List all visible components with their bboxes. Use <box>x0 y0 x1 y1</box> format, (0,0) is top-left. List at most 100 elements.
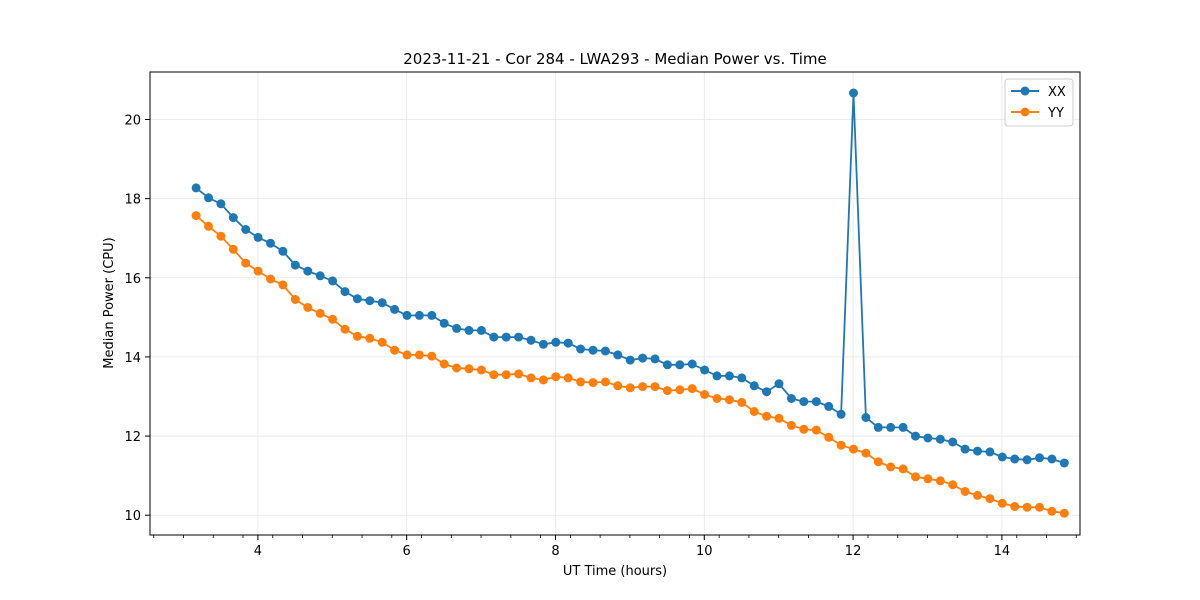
data-point-xx <box>849 88 858 98</box>
data-point-xx <box>501 332 511 342</box>
legend-marker-yy <box>1020 107 1030 117</box>
data-point-yy <box>377 337 387 347</box>
data-point-yy <box>662 386 672 396</box>
data-point-yy <box>402 350 412 360</box>
data-point-yy <box>935 476 945 486</box>
data-point-yy <box>352 331 362 341</box>
data-point-xx <box>278 246 288 256</box>
data-point-yy <box>526 373 536 383</box>
data-point-yy <box>538 375 548 385</box>
data-point-yy <box>204 221 213 231</box>
data-point-yy <box>811 425 821 435</box>
axis-layer: 4 6 8 10 12 14 10 12 14 16 18 20 <box>124 113 1077 559</box>
data-point-yy <box>849 444 858 454</box>
data-point-yy <box>799 424 809 434</box>
data-point-xx <box>873 422 883 432</box>
data-point-xx <box>204 193 213 203</box>
data-point-yy <box>340 324 350 334</box>
x-tick-label: 14 <box>994 544 1011 559</box>
data-point-yy <box>241 258 251 268</box>
data-point-xx <box>191 183 201 193</box>
data-point-xx <box>340 287 350 297</box>
data-point-yy <box>489 370 499 380</box>
data-point-xx <box>1022 455 1032 465</box>
data-point-yy <box>216 231 226 241</box>
data-point-xx <box>328 276 338 286</box>
data-point-yy <box>588 378 598 388</box>
legend-label-xx: XX <box>1048 85 1066 100</box>
data-point-yy <box>1010 502 1020 511</box>
y-tick-label: 20 <box>124 113 141 128</box>
plot-frame <box>149 71 1081 536</box>
data-point-xx <box>538 339 548 349</box>
data-point-xx <box>898 422 908 432</box>
data-point-yy <box>452 363 462 373</box>
data-point-xx <box>799 397 809 407</box>
data-point-xx <box>228 213 238 223</box>
data-point-xx <box>1010 454 1020 464</box>
data-point-yy <box>650 382 660 392</box>
data-point-yy <box>476 365 486 375</box>
data-point-yy <box>960 487 970 496</box>
data-point-yy <box>563 373 573 383</box>
data-point-xx <box>315 271 325 281</box>
data-point-xx <box>911 431 920 441</box>
data-point-xx <box>489 332 499 342</box>
y-tick-label: 14 <box>124 351 141 366</box>
x-tick-label: 6 <box>403 544 411 559</box>
data-point-xx <box>600 346 610 356</box>
series-layer <box>191 88 1069 518</box>
data-point-xx <box>476 325 486 335</box>
data-point-yy <box>501 370 511 380</box>
data-point-xx <box>923 433 933 443</box>
data-point-xx <box>948 437 958 447</box>
data-point-xx <box>365 296 375 306</box>
data-point-xx <box>588 345 598 355</box>
data-point-yy <box>390 345 400 355</box>
data-point-yy <box>253 266 263 276</box>
data-point-xx <box>861 413 871 422</box>
x-tick-label: 8 <box>551 544 559 559</box>
data-point-xx <box>774 379 784 389</box>
data-point-xx <box>414 310 424 320</box>
data-point-xx <box>985 447 995 457</box>
data-point-yy <box>861 448 871 458</box>
data-point-xx <box>749 381 759 391</box>
data-point-xx <box>452 323 462 333</box>
data-point-yy <box>303 303 313 312</box>
data-point-yy <box>923 474 933 484</box>
data-point-xx <box>662 360 672 370</box>
data-point-xx <box>1059 458 1069 468</box>
data-point-xx <box>514 332 524 342</box>
data-point-xx <box>241 225 251 234</box>
data-point-yy <box>687 384 697 394</box>
data-point-yy <box>774 413 784 423</box>
y-axis-label: Median Power (CPU) <box>102 237 117 368</box>
data-point-xx <box>973 446 982 456</box>
y-tick-label: 16 <box>124 272 141 287</box>
data-point-xx <box>638 353 648 363</box>
data-point-yy <box>898 464 908 474</box>
data-point-yy <box>985 494 995 504</box>
data-point-yy <box>464 364 474 374</box>
data-point-yy <box>1022 502 1032 512</box>
data-point-xx <box>1035 453 1044 463</box>
data-point-yy <box>762 411 772 421</box>
data-point-xx <box>625 355 635 365</box>
data-point-yy <box>290 295 300 304</box>
x-axis-label: UT Time (hours) <box>563 564 667 579</box>
chart-title: 2023-11-21 - Cor 284 - LWA293 - Median P… <box>403 50 827 68</box>
data-point-yy <box>973 490 982 500</box>
data-point-yy <box>328 314 338 324</box>
data-point-xx <box>427 310 437 320</box>
data-point-xx <box>576 344 586 354</box>
data-point-yy <box>1035 502 1044 512</box>
data-point-xx <box>464 325 474 335</box>
data-point-yy <box>427 351 437 361</box>
data-point-xx <box>960 444 970 454</box>
data-point-xx <box>786 394 796 403</box>
data-point-yy <box>439 359 449 369</box>
y-tick-label: 18 <box>124 193 141 208</box>
data-point-xx <box>253 232 263 242</box>
data-point-xx <box>886 422 896 432</box>
